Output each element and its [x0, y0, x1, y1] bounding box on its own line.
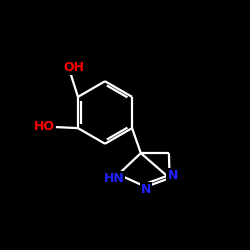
Text: N: N	[141, 184, 151, 196]
Text: N: N	[168, 169, 178, 181]
Text: HO: HO	[34, 120, 55, 133]
Text: OH: OH	[63, 61, 84, 74]
Text: HN: HN	[104, 172, 124, 186]
